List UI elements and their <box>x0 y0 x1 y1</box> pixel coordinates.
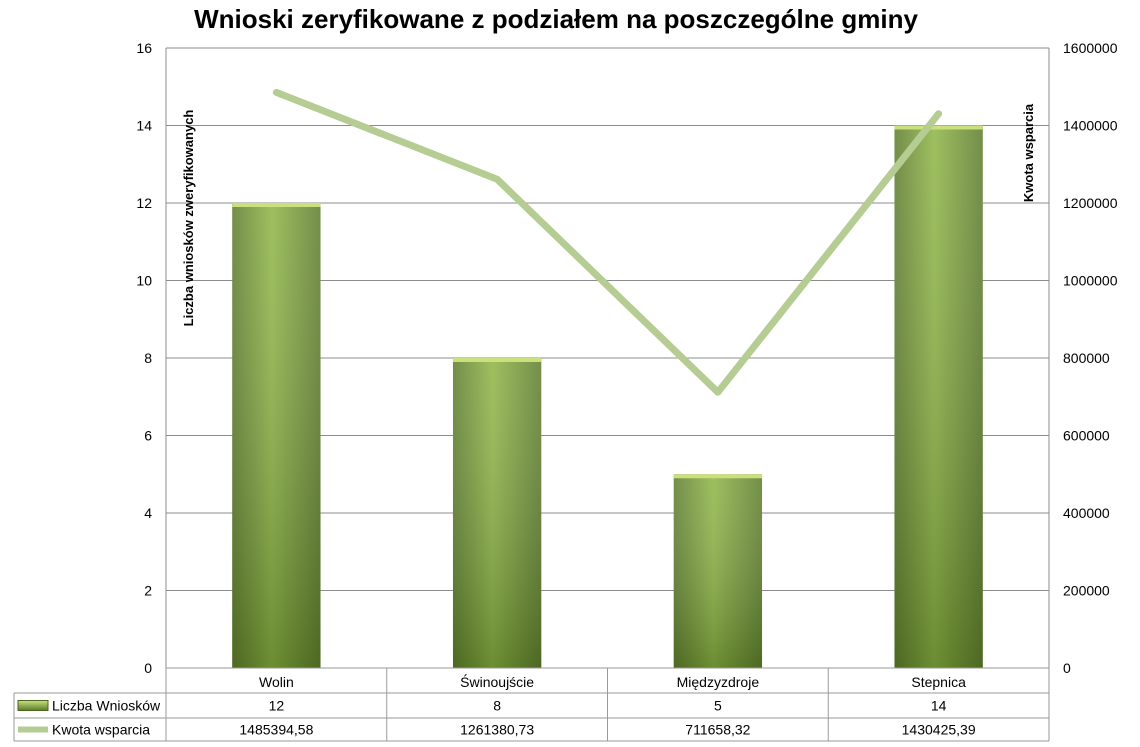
table-value: 711658,32 <box>685 722 750 738</box>
bar-top-highlight <box>673 474 763 479</box>
right-tick-label: 1600000 <box>1063 40 1118 56</box>
left-tick-label: 16 <box>136 40 152 56</box>
left-tick-label: 6 <box>144 428 152 444</box>
category-label: Stepnica <box>911 674 966 690</box>
bar-międzyzdroje <box>673 474 763 668</box>
bar-top-highlight <box>232 203 321 207</box>
table-value: 12 <box>269 698 285 714</box>
right-tick-label: 800000 <box>1063 350 1110 366</box>
legend-key-bar <box>17 700 49 711</box>
bar-shade <box>673 474 763 668</box>
table-value: 5 <box>714 698 722 714</box>
left-tick-label: 10 <box>136 273 152 289</box>
bar-series <box>232 125 983 668</box>
right-tick-label: 400000 <box>1063 505 1110 521</box>
right-tick-label: 1000000 <box>1063 273 1118 289</box>
chart-title: Wnioski zeryfikowane z podziałem na posz… <box>194 4 918 34</box>
left-tick-label: 14 <box>136 118 152 134</box>
right-axis-label: Kwota wsparcia <box>1021 103 1036 202</box>
table-value: 1485394,58 <box>239 722 313 738</box>
table-value: 1430425,39 <box>902 722 976 738</box>
left-tick-label: 0 <box>144 660 152 676</box>
table-value: 1261380,73 <box>460 722 534 738</box>
bar-shade <box>894 125 983 668</box>
bar-top-highlight <box>452 358 542 362</box>
left-tick-label: 12 <box>136 195 152 211</box>
bar-shade <box>452 358 542 668</box>
left-tick-label: 8 <box>144 350 152 366</box>
bar-stepnica <box>894 125 983 668</box>
line-series <box>272 88 943 396</box>
right-tick-label: 1400000 <box>1063 118 1118 134</box>
bar-wolin <box>232 203 321 668</box>
right-axis-ticks: 0 200000 400000 600000 800000 1000000 1200000 1… <box>1063 40 1118 676</box>
data-table: Wolin Świnoujście Międzyzdroje Stepnica Licz… <box>13 667 1050 742</box>
right-tick-label: 200000 <box>1063 583 1110 599</box>
bar-świnoujście <box>452 358 542 668</box>
line-path <box>272 88 943 396</box>
bar-top-highlight <box>894 125 983 130</box>
left-tick-label: 2 <box>144 583 152 599</box>
category-label: Wolin <box>259 674 294 690</box>
bar-shade <box>232 203 321 668</box>
series-name: Liczba Wniosków <box>52 698 161 714</box>
left-axis-label: Liczba wniosków zweryfikowanych <box>181 110 196 327</box>
right-tick-label: 0 <box>1063 660 1071 676</box>
table-value: 8 <box>493 698 501 714</box>
series-name: Kwota wsparcia <box>52 722 150 738</box>
category-label: Międzyzdroje <box>677 674 760 690</box>
left-tick-label: 4 <box>144 505 152 521</box>
right-tick-label: 1200000 <box>1063 195 1118 211</box>
left-axis-ticks: 0 2 4 6 8 10 12 14 16 <box>136 40 152 676</box>
right-tick-label: 600000 <box>1063 428 1110 444</box>
category-label: Świnoujście <box>460 673 534 690</box>
table-value: 14 <box>931 698 947 714</box>
